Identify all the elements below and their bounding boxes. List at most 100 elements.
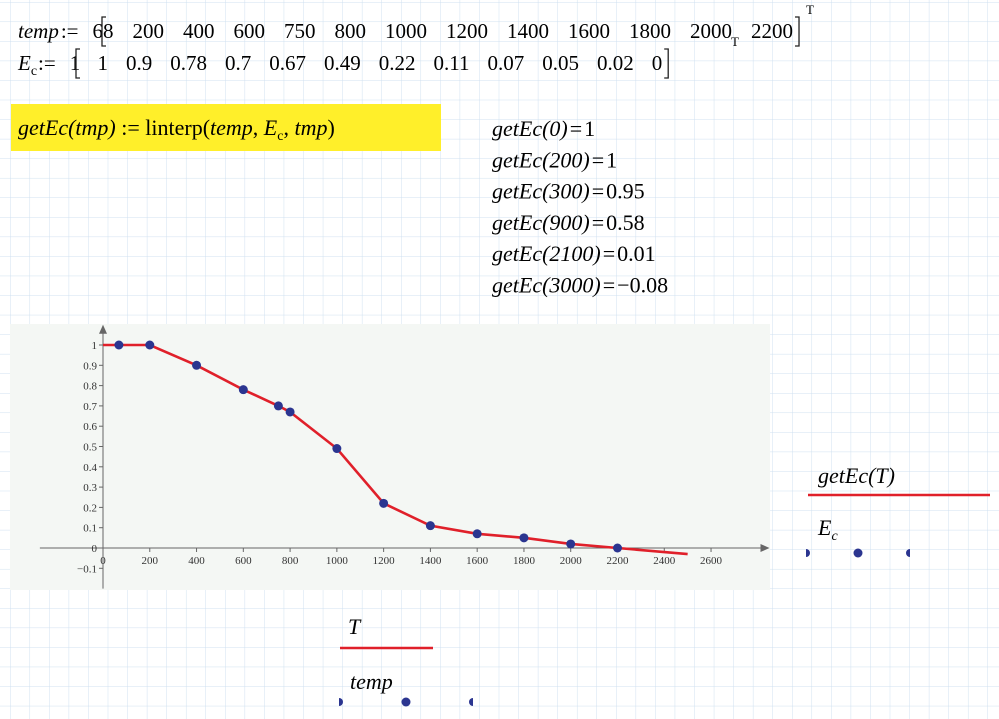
text-part: 0.67 (269, 51, 306, 75)
text-part: 0.05 (542, 51, 579, 75)
x-tick-label: 2400 (653, 555, 676, 567)
text-part: 0.02 (597, 51, 634, 75)
y-tick-label: 0.1 (83, 523, 97, 535)
text-part: 1 (97, 51, 108, 75)
x-tick-label: 1400 (419, 555, 442, 567)
legend-label: temp (350, 669, 393, 694)
text-part: 1 (70, 51, 80, 75)
y-tick-label: 0.6 (83, 421, 97, 433)
y-tick-label: 1 (92, 340, 98, 352)
data-point (566, 539, 576, 549)
text-part: 1600 (568, 19, 610, 43)
matrix-bracket (795, 16, 800, 47)
text-part: 600 (234, 19, 266, 43)
text-part: 0.49 (324, 51, 361, 75)
x-tick-label: 0 (100, 555, 106, 567)
text-part: getEc(300) (492, 179, 590, 204)
x-tick-label: 200 (142, 555, 159, 567)
data-point (425, 521, 435, 531)
legend-label: getEc(T) (818, 463, 895, 488)
text-part: 1000 (385, 19, 427, 43)
legend-marker (853, 548, 863, 558)
text-part: 0.22 (379, 51, 416, 75)
text-part: c (31, 64, 37, 79)
temp-definition: temp:= 68 200 400 600 750 800 1000 1200 1400 1600 1… (18, 19, 793, 43)
legend-label: T (348, 614, 362, 639)
result: getEc(3000)=−0.08 (492, 273, 668, 298)
text-part: 750 (284, 19, 316, 43)
text-part: = (592, 179, 604, 204)
text-part: 68 (93, 19, 114, 43)
axis-arrow (760, 544, 770, 552)
x-tick-label: 400 (188, 555, 205, 567)
text-part: 1200 (446, 19, 488, 43)
y-tick-label: 0.2 (83, 502, 97, 514)
text-part: 1800 (629, 19, 671, 43)
text-part: 800 (335, 19, 367, 43)
legend-label: Ec (817, 515, 838, 544)
text-part: getEc(900) (492, 210, 590, 235)
data-point (192, 360, 202, 370)
text-part: getEc(0) (492, 116, 568, 141)
x-tick-label: 800 (282, 555, 299, 567)
text-part: 1400 (507, 19, 549, 43)
y-tick-label: 0.3 (83, 482, 97, 494)
text-part: getEc(200) (492, 147, 590, 172)
result: getEc(900)=0.58 (492, 210, 645, 235)
text-part: getEc(tmp) (18, 115, 116, 140)
text-part: = (592, 147, 604, 172)
data-point (285, 407, 295, 417)
stray-mark: T (731, 34, 739, 49)
data-point (519, 533, 529, 543)
y-tick-label: −0.1 (77, 563, 97, 575)
result: getEc(300)=0.95 (492, 179, 645, 204)
text-part: = (592, 210, 604, 235)
result: getEc(200)=1 (492, 147, 617, 172)
text-part: tmp (294, 115, 327, 140)
matrix-bracket (664, 48, 669, 79)
text-part: 0.9 (126, 51, 152, 75)
text-part: = (603, 273, 615, 298)
text-part: linterp( (145, 115, 210, 140)
text-part: := (116, 115, 146, 140)
text-part: , (253, 115, 264, 140)
y-tick-label: 0.9 (83, 360, 97, 372)
y-tick-label: 0.7 (83, 401, 97, 413)
axis-arrow (99, 324, 108, 334)
text-part: 400 (183, 19, 215, 43)
text-part: = (570, 116, 582, 141)
text-part: c (831, 529, 838, 544)
x-tick-label: 1200 (373, 555, 396, 567)
text-part: E (17, 51, 31, 75)
text-part: −0.08 (617, 273, 668, 298)
text-part: 0.07 (487, 51, 524, 75)
text-part: c (277, 129, 283, 144)
text-part: 2000 (690, 19, 732, 43)
text-part: temp (210, 115, 253, 140)
text-part: 0.95 (606, 179, 645, 204)
legend-marker (339, 698, 343, 706)
y-tick-label: 0.4 (83, 462, 97, 474)
text-part: 200 (133, 19, 165, 43)
x-tick-label: 2200 (606, 555, 629, 567)
x-tick-label: 2000 (560, 555, 583, 567)
text-part: getEc(T) (818, 463, 895, 488)
text-part: 1 (606, 147, 617, 172)
text-part: 0 (652, 51, 663, 75)
ec-definition: Ec:= 1 1 0.9 0.78 0.7 0.67 0.49 0.22 0.11 0.07 0.05… (17, 51, 662, 79)
text-part: 0.01 (617, 241, 656, 266)
text-part: E (263, 115, 278, 140)
highlight (11, 104, 441, 151)
legend-marker (906, 549, 910, 557)
text-part: 0.7 (225, 51, 251, 75)
text-part: getEc(2100) (492, 241, 601, 266)
data-point (472, 529, 482, 539)
text-part: 2200 (751, 19, 793, 43)
text-part: , (283, 115, 294, 140)
transpose-mark: T (806, 2, 814, 17)
text-part: := (61, 19, 79, 43)
text-part: temp (18, 19, 59, 43)
data-point (114, 340, 124, 350)
